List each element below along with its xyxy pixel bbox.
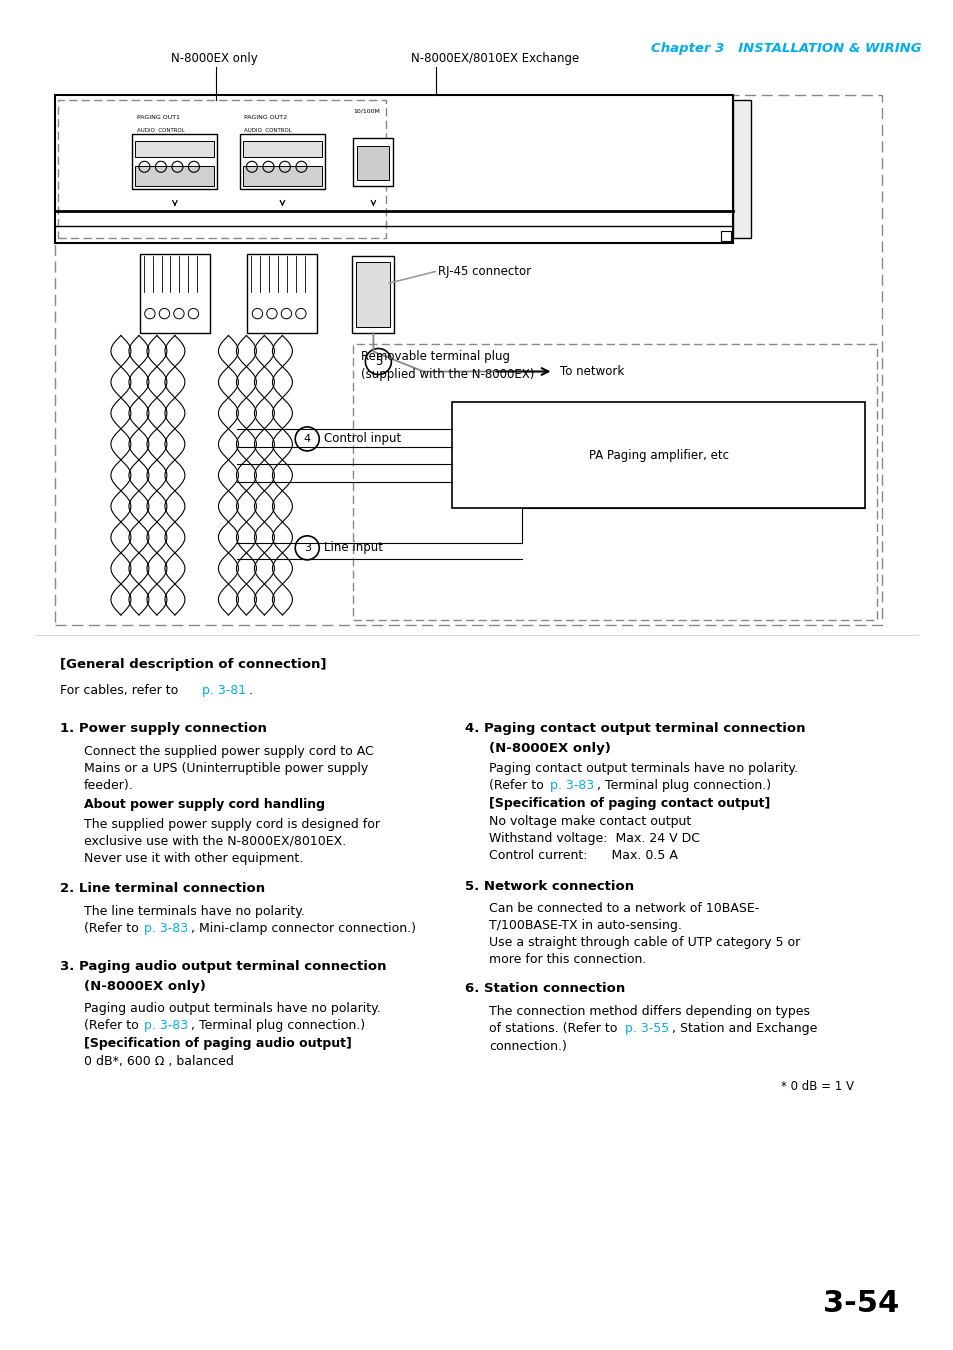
Bar <box>135 166 214 186</box>
Bar <box>357 146 389 180</box>
Text: For cables, refer to: For cables, refer to <box>60 684 182 697</box>
Text: Removable terminal plug: Removable terminal plug <box>361 351 510 363</box>
Bar <box>452 402 864 509</box>
Text: No voltage make contact output
Withstand voltage:  Max. 24 V DC
Control current:: No voltage make contact output Withstand… <box>489 815 700 863</box>
Text: p. 3-81: p. 3-81 <box>202 684 246 697</box>
Text: , Terminal plug connection.): , Terminal plug connection.) <box>596 779 770 792</box>
Bar <box>732 100 750 239</box>
Text: .: . <box>249 684 253 697</box>
Text: Line input: Line input <box>324 541 383 555</box>
Bar <box>353 344 876 620</box>
Text: (supplied with the N-8000EX): (supplied with the N-8000EX) <box>361 369 535 382</box>
Text: The line terminals have no polarity.: The line terminals have no polarity. <box>84 904 305 918</box>
Text: Can be connected to a network of 10BASE-
T/100BASE-TX in auto-sensing.
Use a str: Can be connected to a network of 10BASE-… <box>489 902 800 967</box>
Bar <box>243 166 321 186</box>
Text: 3. Paging audio output terminal connection: 3. Paging audio output terminal connecti… <box>60 960 386 973</box>
Text: (Refer to: (Refer to <box>489 779 547 792</box>
Text: , Station and Exchange: , Station and Exchange <box>671 1022 816 1035</box>
Text: Paging contact output terminals have no polarity.: Paging contact output terminals have no … <box>489 761 797 775</box>
Bar <box>132 134 217 189</box>
Text: N-8000EX/8010EX Exchange: N-8000EX/8010EX Exchange <box>410 53 578 65</box>
Text: [Specification of paging contact output]: [Specification of paging contact output] <box>489 796 770 810</box>
Text: PAGING OUT1: PAGING OUT1 <box>137 115 180 120</box>
Text: Chapter 3   INSTALLATION & WIRING: Chapter 3 INSTALLATION & WIRING <box>651 42 921 55</box>
Text: p. 3-83: p. 3-83 <box>144 922 189 936</box>
Text: * 0 dB = 1 V: * 0 dB = 1 V <box>781 1080 853 1094</box>
Text: RJ-45 connector: RJ-45 connector <box>438 265 531 278</box>
Text: p. 3-55: p. 3-55 <box>624 1022 668 1035</box>
Text: 3-54: 3-54 <box>821 1289 898 1318</box>
Text: 3: 3 <box>303 543 311 554</box>
Text: AUDIO  CONTROL: AUDIO CONTROL <box>244 128 292 134</box>
Text: p. 3-83: p. 3-83 <box>144 1019 189 1031</box>
Bar <box>55 95 882 625</box>
Bar <box>353 138 393 186</box>
Text: N-8000EX only: N-8000EX only <box>171 53 257 65</box>
Text: of stations. (Refer to: of stations. (Refer to <box>489 1022 620 1035</box>
Text: AUDIO  CONTROL: AUDIO CONTROL <box>137 128 185 134</box>
Bar <box>352 256 394 333</box>
Text: 2. Line terminal connection: 2. Line terminal connection <box>60 882 265 895</box>
Text: PAGING OUT2: PAGING OUT2 <box>244 115 287 120</box>
Text: Control input: Control input <box>324 432 401 446</box>
Text: (N-8000EX only): (N-8000EX only) <box>84 980 206 994</box>
Text: 4. Paging contact output terminal connection: 4. Paging contact output terminal connec… <box>464 722 804 734</box>
Bar <box>247 254 317 333</box>
Bar <box>720 231 730 242</box>
Text: [General description of connection]: [General description of connection] <box>60 657 326 671</box>
Text: (N-8000EX only): (N-8000EX only) <box>489 743 610 755</box>
Text: About power supply cord handling: About power supply cord handling <box>84 798 325 811</box>
Bar <box>243 140 321 157</box>
Text: 1. Power supply connection: 1. Power supply connection <box>60 722 267 734</box>
Text: (Refer to: (Refer to <box>84 922 143 936</box>
Text: , Mini-clamp connector connection.): , Mini-clamp connector connection.) <box>192 922 416 936</box>
Text: Connect the supplied power supply cord to AC
Mains or a UPS (Uninterruptible pow: Connect the supplied power supply cord t… <box>84 745 374 792</box>
Bar <box>55 95 732 243</box>
Text: The connection method differs depending on types: The connection method differs depending … <box>489 1004 809 1018</box>
Text: , Terminal plug connection.): , Terminal plug connection.) <box>192 1019 365 1031</box>
Text: (Refer to: (Refer to <box>84 1019 143 1031</box>
Text: The supplied power supply cord is designed for
exclusive use with the N-8000EX/8: The supplied power supply cord is design… <box>84 818 379 865</box>
Text: PA Paging amplifier, etc: PA Paging amplifier, etc <box>588 450 728 462</box>
Bar <box>135 140 214 157</box>
Text: [Specification of paging audio output]: [Specification of paging audio output] <box>84 1037 352 1050</box>
Text: 0 dB*, 600 Ω , balanced: 0 dB*, 600 Ω , balanced <box>84 1054 233 1068</box>
Text: 6. Station connection: 6. Station connection <box>464 981 624 995</box>
Text: Paging audio output terminals have no polarity.: Paging audio output terminals have no po… <box>84 1002 380 1015</box>
Text: connection.): connection.) <box>489 1040 566 1053</box>
Text: p. 3-83: p. 3-83 <box>549 779 593 792</box>
Text: 10/100M: 10/100M <box>353 109 380 113</box>
Bar <box>239 134 325 189</box>
Text: 5: 5 <box>375 355 382 369</box>
Bar <box>356 262 390 328</box>
Text: 5. Network connection: 5. Network connection <box>464 880 634 892</box>
Text: 4: 4 <box>303 433 311 444</box>
Text: To network: To network <box>559 364 624 378</box>
Bar <box>58 100 385 239</box>
Bar <box>140 254 210 333</box>
